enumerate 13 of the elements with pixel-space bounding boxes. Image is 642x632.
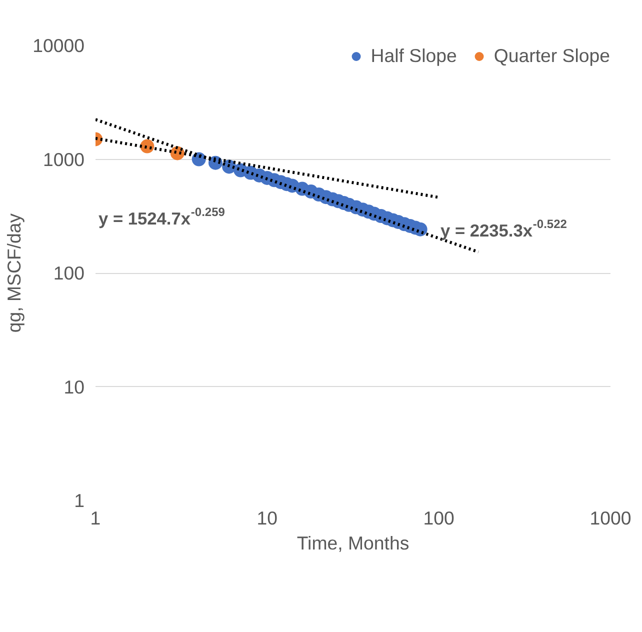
y-tick-label: 100 [53,262,85,284]
x-tick-label: 1 [90,508,101,528]
legend-label: Quarter Slope [494,45,610,67]
x-tick-label: 10 [256,508,278,528]
y-tick-label: 10 [64,376,85,398]
y-tick-label: 1 [74,490,85,511]
x-axis-title: Time, Months [296,532,410,554]
x-tick-label: 1000 [590,508,632,528]
legend-label: Half Slope [370,45,457,67]
x-tick-label: 100 [423,508,454,528]
y-axis-title: qg, MSCF/day [4,212,25,333]
y-tick-label: 1000 [42,148,85,170]
y-tick-label: 10000 [32,35,85,56]
